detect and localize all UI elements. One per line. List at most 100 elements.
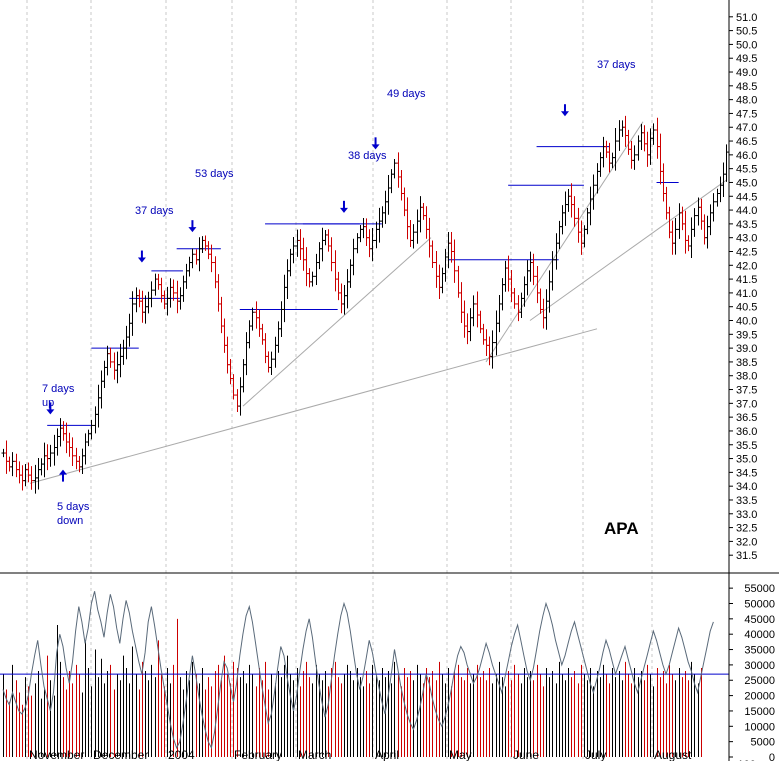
price-tick-label: 41.0 [736, 288, 757, 300]
price-bar [130, 291, 135, 336]
volume-tick-label: 15000 [744, 706, 775, 718]
price-bar [329, 237, 334, 272]
price-tick-label: 44.0 [736, 205, 757, 217]
annotation-arrow-head [58, 469, 67, 475]
price-tick-label: 34.0 [736, 481, 757, 493]
price-tick-label: 50.5 [736, 26, 757, 38]
price-tick-label: 32.0 [736, 536, 757, 548]
price-tick-label: 41.5 [736, 274, 757, 286]
annotation-label: down [57, 515, 83, 527]
price-bar [632, 145, 637, 170]
price-tick-label: 33.5 [736, 495, 757, 507]
annotation: 53 days [188, 168, 234, 233]
annotation: 5 days down [57, 469, 90, 527]
volume-tick-label: 20000 [744, 691, 775, 703]
price-bar [310, 271, 315, 287]
annotation-arrow-head [137, 257, 146, 263]
annotation-arrow-head [339, 207, 348, 213]
volume-oscillator-line [2, 591, 714, 750]
month-label: March [298, 748, 331, 761]
gridlines [26, 0, 653, 761]
ticker-label: APA [604, 519, 639, 538]
volume-bars [3, 618, 702, 757]
month-label: August [654, 748, 692, 761]
price-tick-label: 36.5 [736, 412, 757, 424]
trendline [29, 328, 598, 484]
volume-tick-label: 5000 [751, 737, 775, 749]
price-tick-label: 47.5 [736, 108, 757, 120]
annotation-arrow-head [46, 409, 55, 415]
price-tick-label: 35.0 [736, 454, 757, 466]
annotation-arrow-head [371, 144, 380, 150]
annotation-label: 53 days [195, 168, 234, 180]
month-label: July [585, 748, 606, 761]
price-tick-label: 42.5 [736, 246, 757, 258]
month-label: June [513, 748, 539, 761]
price-tick-label: 31.5 [736, 550, 757, 562]
volume-tick-label: 40000 [744, 629, 775, 641]
price-bars [1, 115, 729, 494]
price-tick-label: 45.5 [736, 164, 757, 176]
price-tick-label: 49.0 [736, 67, 757, 79]
volume-tick-label: 50000 [744, 598, 775, 610]
annotation: 37 days [135, 205, 174, 263]
month-label: 2004 [168, 748, 195, 761]
price-bar [171, 279, 176, 301]
price-bar [29, 466, 34, 490]
price-tick-label: 40.0 [736, 316, 757, 328]
volume-tick-label: 10000 [744, 721, 775, 733]
price-tick-label: 45.0 [736, 177, 757, 189]
volume-tick-label: 55000 [744, 583, 775, 595]
price-bar [291, 236, 296, 264]
month-label: April [375, 748, 399, 761]
price-bar [89, 419, 94, 440]
price-tick-label: 44.5 [736, 191, 757, 203]
price-tick-label: 50.0 [736, 39, 757, 51]
price-bar [724, 144, 729, 182]
price-bar [149, 281, 154, 308]
price-bar [692, 208, 697, 237]
annotation: 49 days [371, 88, 426, 150]
price-bar [572, 196, 577, 227]
price-tick-label: 46.0 [736, 150, 757, 162]
price-bar [430, 240, 435, 268]
price-tick-label: 43.5 [736, 219, 757, 231]
price-bar [108, 347, 113, 368]
month-label: November [29, 748, 84, 761]
annotation-label: 49 days [387, 88, 426, 100]
price-bar [231, 374, 236, 400]
price-tick-label: 37.0 [736, 398, 757, 410]
price-tick-label: 38.5 [736, 357, 757, 369]
trendlines [29, 121, 728, 484]
price-tick-label: 39.0 [736, 343, 757, 355]
price-tick-label: 34.5 [736, 467, 757, 479]
price-bar [471, 295, 476, 327]
price-bar [490, 330, 495, 369]
trendline [529, 179, 728, 321]
annotation-label: 7 days [42, 383, 75, 395]
price-tick-label: 43.0 [736, 233, 757, 245]
price-bar [591, 174, 596, 210]
annotation-label: 38 days [348, 150, 387, 162]
price-bar [651, 123, 656, 145]
month-label: February [234, 748, 282, 761]
price-bar [711, 193, 716, 222]
price-tick-label: 46.5 [736, 136, 757, 148]
annotation-label: 37 days [597, 59, 636, 71]
price-tick-label: 33.0 [736, 509, 757, 521]
trendline [242, 237, 432, 407]
price-tick-label: 37.5 [736, 385, 757, 397]
price-bar [190, 248, 195, 269]
price-bar [351, 238, 356, 276]
price-bar [531, 253, 536, 286]
price-bar [70, 437, 75, 466]
price-bar [392, 158, 397, 179]
volume-overlays [0, 591, 729, 750]
price-tick-label: 48.0 [736, 95, 757, 107]
price-bar [673, 217, 678, 255]
price-tick-label: 36.0 [736, 426, 757, 438]
annotation-arrow-head [188, 227, 197, 233]
volume-tick-label: 0 [769, 752, 775, 761]
price-bar [550, 251, 555, 291]
